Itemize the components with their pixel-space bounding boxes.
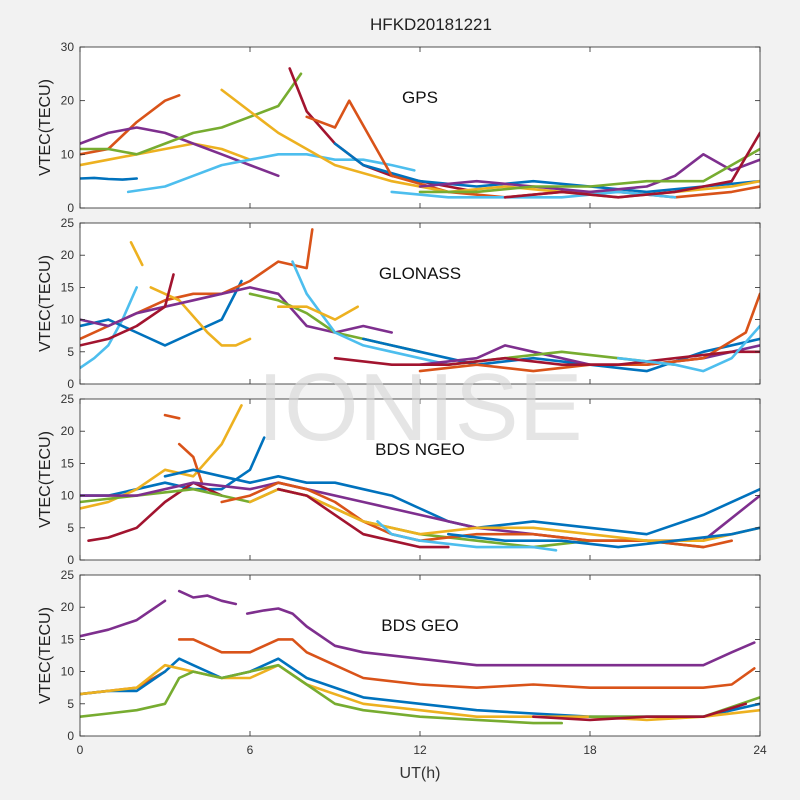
x-tick-label: 24 — [753, 743, 767, 757]
y-tick-label: 25 — [61, 216, 75, 230]
y-tick-label: 15 — [61, 280, 75, 294]
y-tick-label: 20 — [61, 94, 75, 108]
series-line — [80, 178, 137, 180]
plot-area — [80, 575, 760, 736]
x-tick-label: 0 — [77, 743, 84, 757]
y-tick-label: 30 — [61, 40, 75, 54]
y-tick-label: 15 — [61, 632, 75, 646]
panel-0: 0 10 20 30 GPS VTEC(TECU) — [37, 40, 760, 215]
y-tick-label: 10 — [61, 489, 75, 503]
y-tick-label: 0 — [67, 553, 74, 567]
y-tick-label: 10 — [61, 147, 75, 161]
x-tick-label: 12 — [413, 743, 427, 757]
y-axis-label: VTEC(TECU) — [37, 431, 54, 528]
panel-label: GLONASS — [379, 264, 461, 283]
y-tick-label: 20 — [61, 424, 75, 438]
y-tick-label: 20 — [61, 600, 75, 614]
y-tick-label: 25 — [61, 568, 75, 582]
y-tick-label: 5 — [67, 521, 74, 535]
figure: HFKD20181221 0 10 20 30 GPS VTEC(TECU) 0 5 10 15 2… — [0, 0, 800, 800]
x-tick-labels: 0 6 12 18 24 — [77, 743, 767, 757]
y-tick-label: 5 — [67, 345, 74, 359]
y-tick-label: 10 — [61, 313, 75, 327]
y-tick-label: 15 — [61, 456, 75, 470]
y-tick-label: 0 — [67, 729, 74, 743]
y-axis-label: VTEC(TECU) — [37, 79, 54, 176]
panel-3: 0 5 10 15 20 25 BDS GEO VTEC(TECU) — [37, 568, 760, 743]
y-tick-label: 0 — [67, 201, 74, 215]
y-tick-label: 5 — [67, 697, 74, 711]
y-axis-label: VTEC(TECU) — [37, 607, 54, 704]
chart-title: HFKD20181221 — [370, 15, 492, 34]
y-tick-label: 10 — [61, 665, 75, 679]
watermark: IONISE — [257, 354, 582, 461]
x-tick-label: 6 — [247, 743, 254, 757]
y-tick-label: 20 — [61, 248, 75, 262]
x-axis-label: UT(h) — [400, 765, 441, 782]
x-tick-label: 18 — [583, 743, 597, 757]
y-tick-label: 25 — [61, 392, 75, 406]
y-axis-label: VTEC(TECU) — [37, 255, 54, 352]
y-tick-label: 0 — [67, 377, 74, 391]
panel-label: BDS GEO — [381, 616, 458, 635]
panel-label: GPS — [402, 88, 438, 107]
